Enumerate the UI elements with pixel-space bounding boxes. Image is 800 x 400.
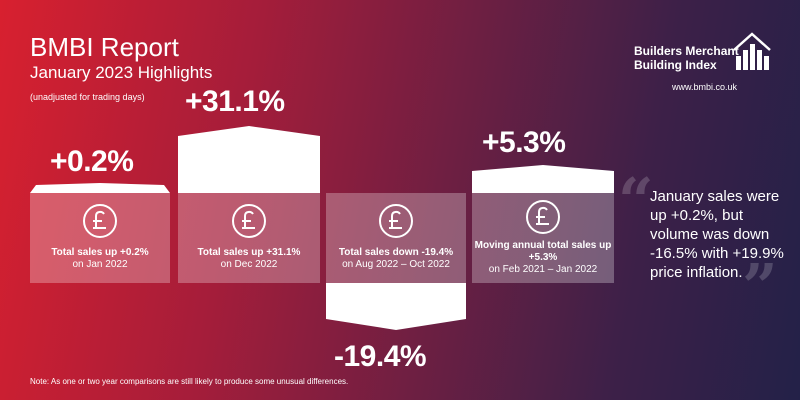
- stat-1-card: Total sales up +0.2% on Jan 2022: [30, 193, 170, 283]
- website-url[interactable]: www.bmbi.co.uk: [672, 82, 738, 92]
- stat-1-value: +0.2%: [50, 145, 134, 178]
- pound-sign-icon: [83, 204, 117, 238]
- stat-4-label-plain: on Feb 2021 – Jan 2022: [488, 264, 598, 275]
- report-subtitle: January 2023 Highlights: [30, 63, 213, 82]
- stat-2-bar: [178, 126, 320, 193]
- pound-sign-icon: [379, 204, 413, 238]
- stat-1-bar: [30, 183, 170, 193]
- building-skyline-icon: [733, 32, 771, 70]
- open-quote-icon: “: [618, 164, 654, 237]
- stat-3-bar: [326, 283, 466, 330]
- stat-2-value: +31.1%: [185, 85, 285, 118]
- brand-name-line2: Building Index: [634, 58, 717, 72]
- stat-4-label-bold: Moving annual total sales up +5.3%: [474, 240, 612, 263]
- close-quote-icon: ”: [742, 250, 778, 323]
- stat-2-card: Total sales up +31.1% on Dec 2022: [178, 193, 320, 283]
- stat-3-card: Total sales down -19.4% on Aug 2022 – Oc…: [326, 193, 466, 283]
- stat-3-label-plain: on Aug 2022 – Oct 2022: [342, 259, 450, 270]
- brand-logo[interactable]: Builders Merchant Building Index: [634, 44, 739, 72]
- stat-3-value: -19.4%: [334, 340, 427, 373]
- stat-2-label-bold: Total sales up +31.1%: [197, 247, 301, 258]
- footer-note: Note: As one or two year comparisons are…: [30, 377, 349, 386]
- stat-4-bar: [472, 165, 614, 193]
- report-title: BMBI Report: [30, 32, 179, 62]
- stat-3-label-bold: Total sales down -19.4%: [338, 247, 454, 258]
- stat-1-label-plain: on Jan 2022: [72, 259, 128, 270]
- stat-4-card: Moving annual total sales up +5.3% on Fe…: [472, 193, 614, 283]
- pound-sign-icon: [232, 204, 266, 238]
- stat-2-label-plain: on Dec 2022: [220, 259, 278, 270]
- summary-quote: January sales were up +0.2%, but volume …: [650, 188, 784, 281]
- stat-4-value: +5.3%: [482, 126, 566, 159]
- stat-1-label-bold: Total sales up +0.2%: [51, 247, 149, 258]
- trading-days-note: (unadjusted for trading days): [30, 92, 145, 102]
- brand-name-line1: Builders Merchant: [634, 44, 739, 58]
- pound-sign-icon: [526, 200, 560, 234]
